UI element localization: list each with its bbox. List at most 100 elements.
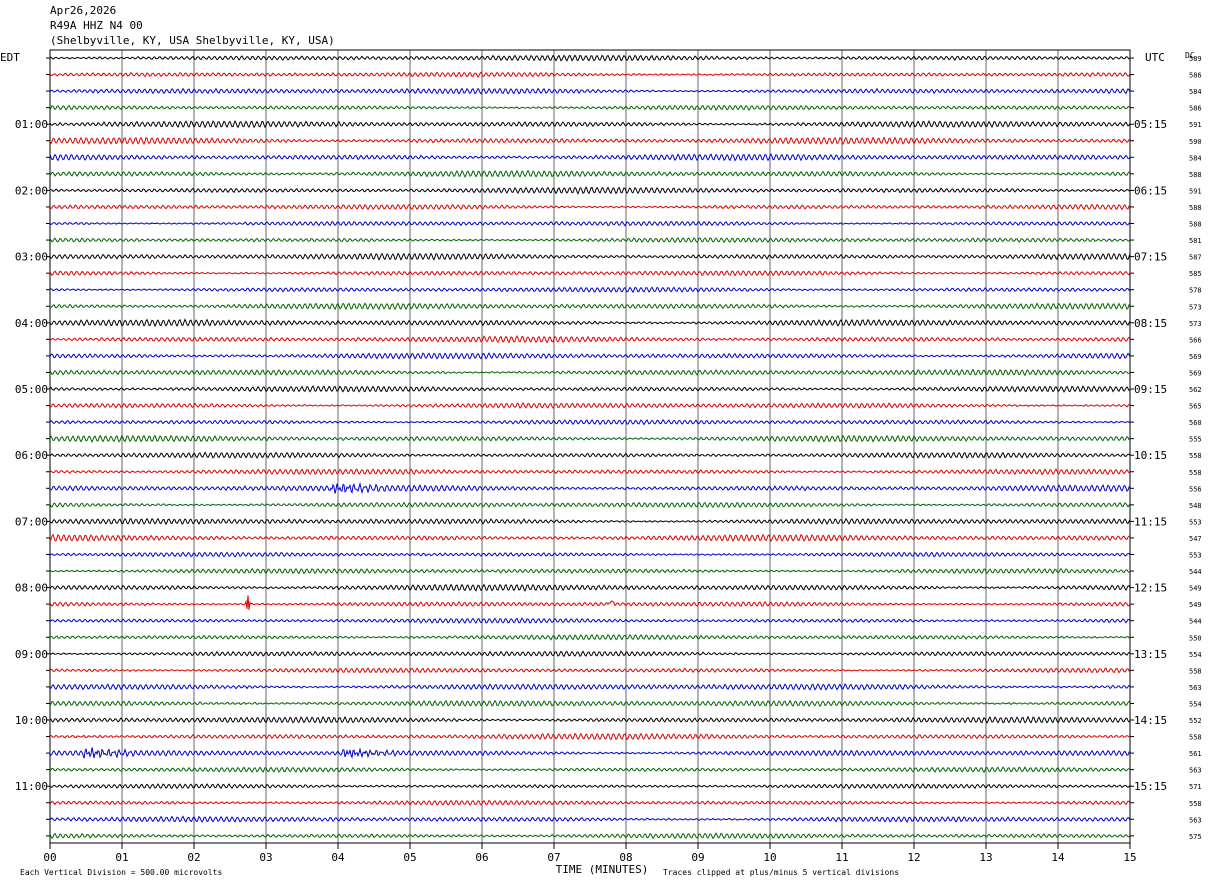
seismic-trace xyxy=(49,517,1131,526)
seismic-trace xyxy=(49,318,1131,328)
dc-offset-label: 558 xyxy=(1189,452,1202,460)
seismic-trace xyxy=(49,815,1131,824)
x-tick-labels: 00 01 02 03 04 05 06 07 08 09 10 11 12 13 14 15 xyxy=(43,851,1136,864)
right-hour-label: 11:15 xyxy=(1134,515,1167,528)
dc-offset-label: 587 xyxy=(1189,254,1202,262)
dc-offset-label: 544 xyxy=(1189,568,1202,576)
x-axis-label: TIME (MINUTES) xyxy=(556,863,649,876)
x-tick-label: 05 xyxy=(403,851,416,864)
dc-offset-label: 589 xyxy=(1189,55,1202,63)
x-tick-label: 07 xyxy=(547,851,560,864)
dc-offset-label: 563 xyxy=(1189,684,1202,692)
right-hour-label: 15:15 xyxy=(1134,780,1167,793)
left-hour-label: 08:00 xyxy=(15,582,48,595)
seismic-trace xyxy=(49,87,1131,95)
seismic-trace xyxy=(49,583,1131,592)
station-label: R49A HHZ N4 00 xyxy=(50,19,143,32)
left-hour-label: 01:00 xyxy=(15,118,48,131)
dc-offset-label: 578 xyxy=(1189,287,1202,295)
dc-offset-label: 581 xyxy=(1189,237,1202,245)
seismic-trace xyxy=(49,203,1131,211)
left-hour-label: 11:00 xyxy=(15,780,48,793)
left-hour-label: 07:00 xyxy=(15,515,48,528)
dc-offset-label: 591 xyxy=(1189,121,1202,129)
dc-offset-label: 561 xyxy=(1189,750,1202,758)
dc-offset-label: 553 xyxy=(1189,518,1202,526)
right-hour-label: 06:15 xyxy=(1134,184,1167,197)
right-hour-label: 10:15 xyxy=(1134,449,1167,462)
seismic-trace xyxy=(49,335,1131,344)
seismic-trace xyxy=(49,270,1131,277)
dc-offset-label: 563 xyxy=(1189,816,1202,824)
dc-offset-label: 588 xyxy=(1189,204,1202,212)
x-tick-label: 01 xyxy=(115,851,128,864)
seismic-trace xyxy=(49,252,1131,261)
right-hour-label: 13:15 xyxy=(1134,648,1167,661)
dc-offset-label: 573 xyxy=(1189,303,1202,311)
dc-offset-label: 590 xyxy=(1189,138,1202,146)
dc-offset-label: 558 xyxy=(1189,469,1202,477)
grid-lines xyxy=(46,49,1134,849)
left-hour-label: 10:00 xyxy=(15,714,48,727)
right-hour-labels: 05:15 06:15 07:15 08:15 09:15 10:15 11:15 12:15… xyxy=(1134,118,1167,793)
seismic-trace xyxy=(49,186,1131,195)
dc-offset-label: 558 xyxy=(1189,734,1202,742)
seismic-trace xyxy=(49,418,1131,426)
dc-offset-label: 548 xyxy=(1189,502,1202,510)
dc-offset-label: 547 xyxy=(1189,535,1202,543)
right-timezone-label: UTC xyxy=(1145,51,1165,64)
x-tick-label: 04 xyxy=(331,851,345,864)
x-tick-label: 09 xyxy=(691,851,704,864)
x-tick-label: 03 xyxy=(259,851,272,864)
seismic-trace xyxy=(49,236,1131,244)
seismic-trace xyxy=(49,286,1131,294)
seismic-trace xyxy=(49,451,1131,459)
seismic-trace xyxy=(49,667,1131,674)
left-timezone-label: EDT xyxy=(0,51,20,64)
date-label: Apr26,2026 xyxy=(50,4,117,17)
location-label: (Shelbyville, KY, USA Shelbyville, KY, U… xyxy=(50,34,335,47)
x-tick-label: 12 xyxy=(907,851,920,864)
seismic-trace xyxy=(49,633,1131,641)
dc-offset-label: 573 xyxy=(1189,320,1202,328)
left-hour-labels: 01:00 02:00 03:00 04:00 05:00 06:00 07:00 08:00… xyxy=(15,118,48,793)
seismic-trace xyxy=(49,595,1131,610)
dc-offset-label: 588 xyxy=(1189,221,1202,229)
right-hour-label: 12:15 xyxy=(1134,582,1167,595)
right-hour-label: 09:15 xyxy=(1134,383,1167,396)
seismic-trace xyxy=(49,104,1131,111)
seismic-trace xyxy=(49,650,1131,658)
dc-offset-label: 556 xyxy=(1189,485,1202,493)
dc-offset-label: 569 xyxy=(1189,369,1202,377)
seismic-trace xyxy=(49,715,1131,724)
left-hour-label: 03:00 xyxy=(15,251,48,264)
seismic-trace xyxy=(49,54,1131,62)
left-hour-label: 02:00 xyxy=(15,184,48,197)
seismic-trace xyxy=(49,71,1131,78)
dc-offset-label: 584 xyxy=(1189,154,1202,162)
left-hour-label: 06:00 xyxy=(15,449,48,462)
dc-offset-label: 549 xyxy=(1189,585,1202,593)
dc-offset-label: 571 xyxy=(1189,783,1202,791)
x-tick-label: 00 xyxy=(43,851,56,864)
dc-offset-label: 563 xyxy=(1189,767,1202,775)
left-hour-label: 09:00 xyxy=(15,648,48,661)
seismic-trace xyxy=(49,799,1131,806)
clip-note: Traces clipped at plus/minus 5 vertical … xyxy=(663,868,899,877)
dc-offset-label: 544 xyxy=(1189,618,1202,626)
seismic-trace xyxy=(49,368,1131,377)
seismic-trace xyxy=(49,136,1131,146)
x-tick-label: 08 xyxy=(619,851,632,864)
seismic-trace xyxy=(49,169,1131,179)
seismic-trace xyxy=(49,119,1131,129)
scale-note: Each Vertical Division = 500.00 microvol… xyxy=(20,868,222,877)
right-hour-label: 14:15 xyxy=(1134,714,1167,727)
x-tick-label: 06 xyxy=(475,851,488,864)
seismic-trace xyxy=(49,220,1131,227)
right-hour-label: 08:15 xyxy=(1134,317,1167,330)
trace-group xyxy=(49,54,1131,840)
dc-offset-label: 566 xyxy=(1189,336,1202,344)
dc-offset-label: 562 xyxy=(1189,386,1202,394)
seismic-trace xyxy=(49,481,1131,495)
